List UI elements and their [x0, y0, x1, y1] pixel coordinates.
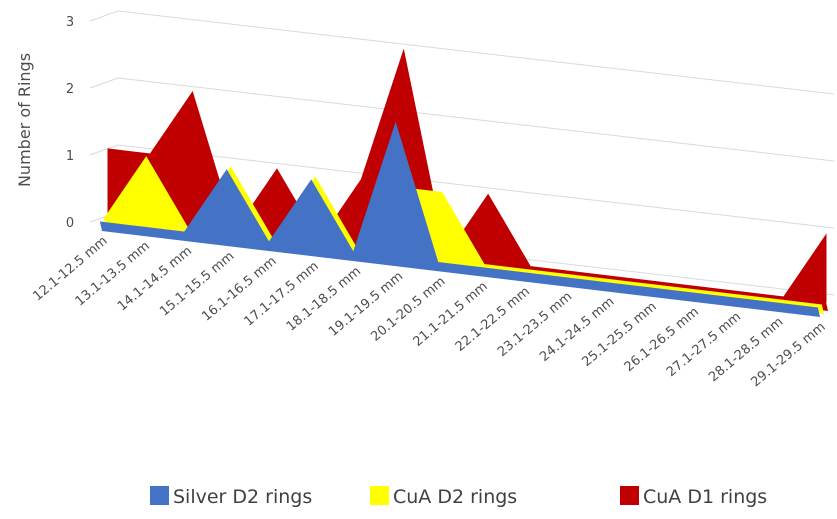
y-tick-label: 1 [66, 149, 74, 164]
series-floor-band [100, 222, 820, 317]
gridline [117, 10, 835, 95]
gridline-left [89, 144, 119, 156]
legend: Silver D2 rings CuA D2 rings CuA D1 rings [150, 486, 767, 508]
legend-item: CuA D2 rings [370, 486, 517, 508]
legend-label: CuA D1 rings [643, 486, 767, 508]
legend-item: Silver D2 rings [150, 486, 312, 508]
legend-swatch [150, 486, 169, 505]
gridline-left [89, 77, 119, 89]
y-axis-ticks: 0 1 2 3 [66, 15, 74, 231]
series-silver-d2-rings [99, 121, 820, 317]
gridline [117, 144, 835, 229]
legend-label: Silver D2 rings [173, 486, 312, 508]
y-tick-label: 3 [66, 15, 74, 30]
legend-item: CuA D1 rings [620, 486, 767, 508]
y-tick-label: 0 [66, 216, 74, 231]
gridline [117, 77, 835, 162]
legend-swatch [370, 486, 389, 505]
y-axis-label: Number of Rings [15, 53, 34, 187]
y-tick-label: 2 [66, 82, 74, 97]
series-layer [99, 48, 828, 317]
gridline-left [89, 10, 119, 22]
legend-label: CuA D2 rings [393, 486, 517, 508]
legend-swatch [620, 486, 639, 505]
